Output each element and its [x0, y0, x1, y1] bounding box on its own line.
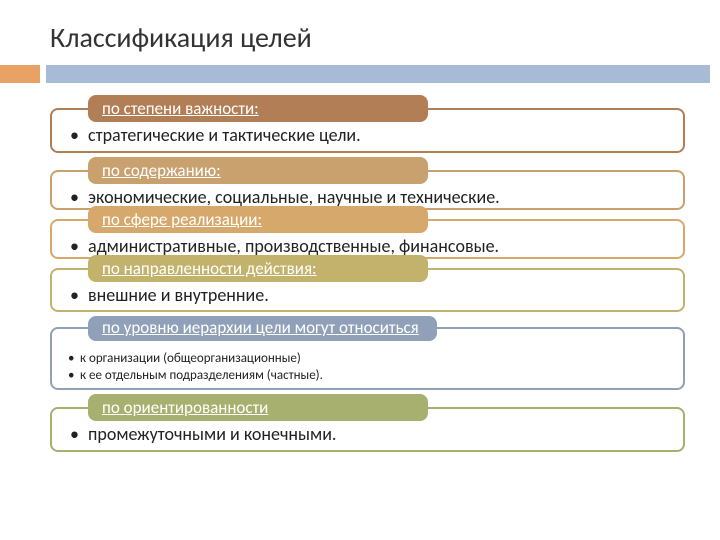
tab-orientation: по ориентированности: [88, 394, 428, 421]
accent-orange: [0, 65, 40, 83]
list-item: к ее отдельным подразделениям (частные).: [80, 368, 669, 385]
block-content: по содержанию: экономические, социальные…: [50, 157, 685, 210]
accent-blue: [46, 65, 710, 83]
block-orientation: по ориентированности промежуточными и ко…: [50, 394, 685, 452]
accent-bar: [0, 65, 720, 83]
block-hierarchy: по уровню иерархии цели могут относиться…: [50, 316, 685, 390]
tab-hierarchy: по уровню иерархии цели могут относиться: [88, 316, 437, 341]
content-area: по степени важности: стратегические и та…: [0, 95, 720, 452]
block-sphere: по сфере реализации: административные, п…: [50, 206, 685, 259]
list-item: промежуточными и конечными.: [88, 423, 669, 446]
block-direction: по направленности действия: внешние и вн…: [50, 255, 685, 313]
tab-content: по содержанию:: [88, 157, 428, 184]
page-title: Классификация целей: [0, 0, 720, 65]
list-item: внешние и внутренние.: [88, 284, 669, 307]
tab-sphere: по сфере реализации:: [88, 206, 428, 233]
block-importance: по степени важности: стратегические и та…: [50, 95, 685, 153]
list-item: к организации (общеорганизационные): [80, 351, 669, 368]
list-item: стратегические и тактические цели.: [88, 124, 669, 147]
tab-importance: по степени важности:: [88, 95, 428, 122]
tab-direction: по направленности действия:: [88, 255, 428, 282]
